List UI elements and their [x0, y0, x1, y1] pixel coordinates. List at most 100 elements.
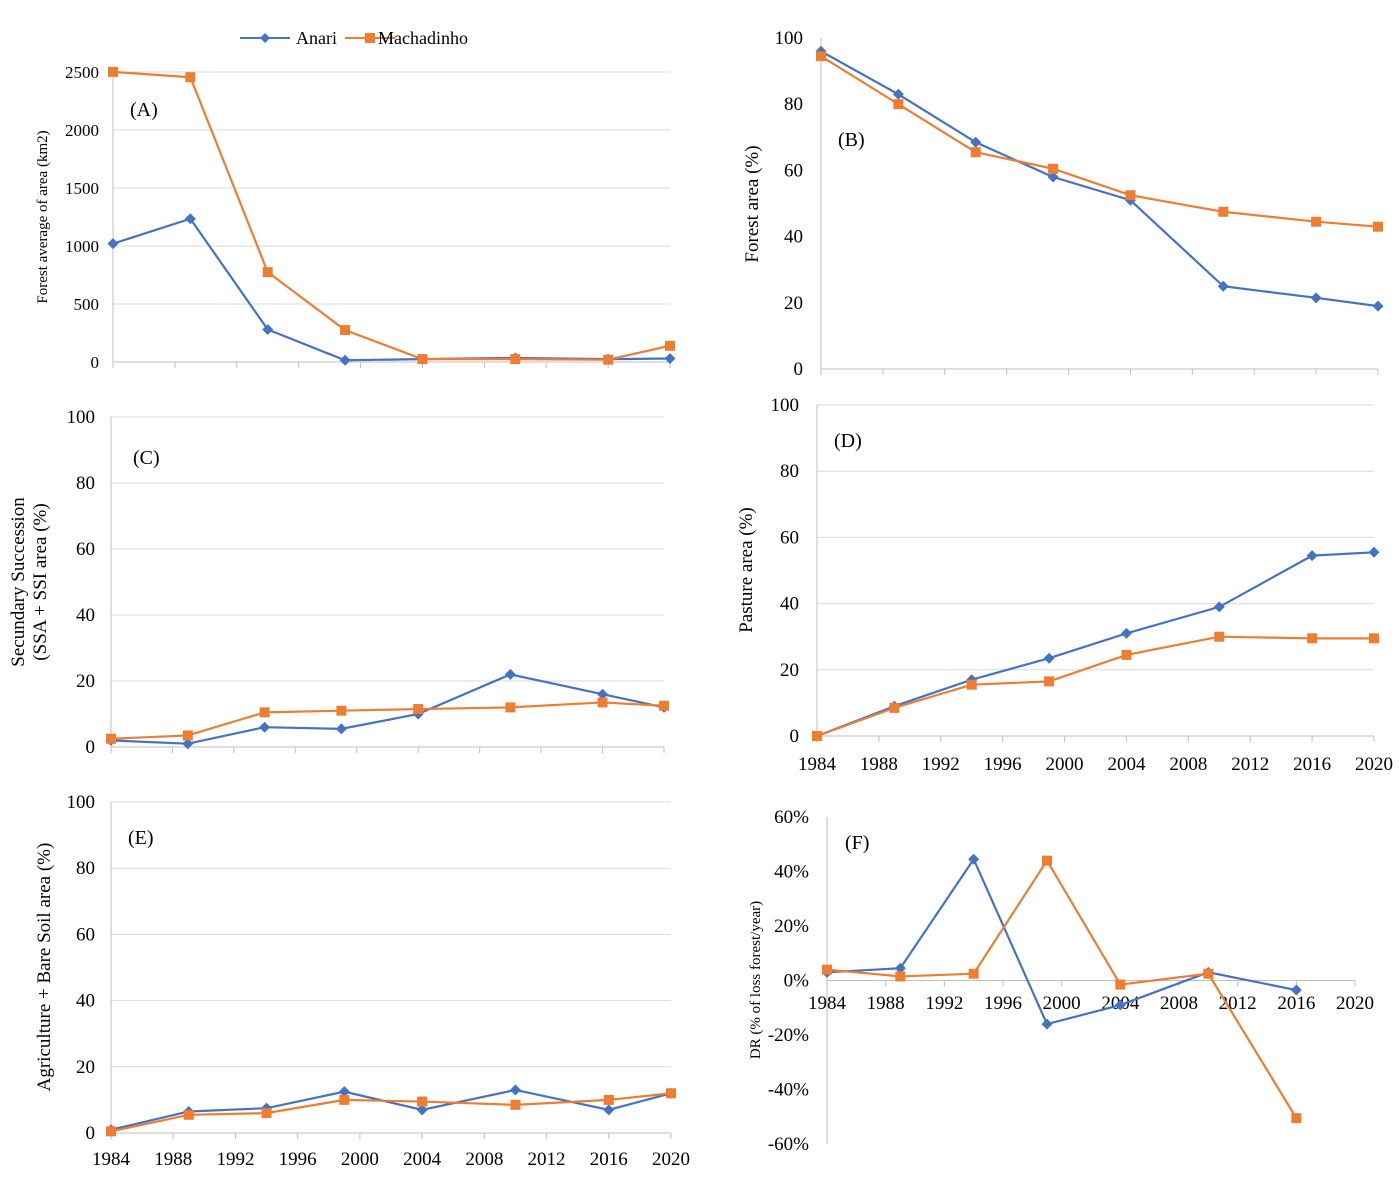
panel-f-y-tick-label: 0%	[784, 971, 810, 992]
panel-c-y-tick-label: 80	[76, 473, 95, 494]
panel-b-anari-point	[1372, 300, 1384, 312]
panel-d-machadinho-point	[1369, 633, 1379, 644]
panel-e-machadinho-point	[603, 1094, 614, 1105]
panel-a-anari-point	[262, 324, 274, 336]
panel-e-x-tick-label: 1992	[216, 1149, 254, 1170]
panel-a-y-tick-label: 2500	[65, 63, 99, 82]
panel-f-machadinho-point	[822, 964, 832, 975]
legend: Anari Machadinho	[240, 28, 468, 48]
panel-f-anari-point	[1290, 984, 1302, 996]
panel-d-label: (D)	[834, 430, 862, 452]
panel-c-y-tick-label: 0	[86, 737, 96, 758]
panel-e-anari-point	[509, 1084, 521, 1096]
panel-e-x-tick-label: 1984	[92, 1149, 131, 1170]
panel-d-y-axis-title: Pasture area (%)	[736, 507, 757, 633]
panel-f-x-tick-label: 2000	[1043, 993, 1081, 1014]
panel-d-x-tick-label: 2000	[1046, 754, 1084, 775]
panel-f-machadinho-line	[826, 858, 1298, 1119]
panel-f-x-tick-label: 2016	[1277, 993, 1315, 1014]
panel-d-x-tick-label: 1996	[984, 754, 1022, 775]
panel-c-anari-point	[335, 723, 347, 735]
panel-f-label: (F)	[845, 832, 869, 854]
panel-f-x-tick-label: 1992	[925, 993, 963, 1014]
panel-a-y-tick-label: 1500	[65, 179, 99, 198]
panel-b-anari-point	[970, 136, 982, 148]
panel-c-machadinho-point	[505, 702, 516, 713]
panel-e-machadinho-point	[339, 1094, 350, 1105]
panel-b: 0 20 40 60 80 100 (B) Forest area (%)	[742, 28, 1384, 380]
panel-e-x-tick-label: 2012	[528, 1149, 566, 1170]
panel-f-machadinho-point	[968, 968, 979, 979]
panel-a-label: (A)	[130, 99, 158, 121]
panel-d-machadinho-point	[1121, 649, 1132, 660]
panel-a-y-tick-label: 2000	[65, 121, 99, 140]
panel-b-y-tick-label: 20	[784, 293, 803, 314]
panel-e-y-tick-label: 60	[76, 924, 95, 945]
panel-a: 0 500 1000 1500 2000 2500 (A) Forest average of…	[35, 63, 676, 372]
panel-f-y-axis-title: DR (% of loss forest/year)	[748, 901, 764, 1059]
panel-a-machadinho-point	[665, 340, 675, 351]
panel-d-anari-point	[1213, 601, 1225, 613]
panel-f-machadinho-point	[1042, 855, 1052, 866]
panel-d-x-tick-label: 1992	[922, 754, 960, 775]
panel-f-anari-point	[1114, 999, 1126, 1011]
panel-b-y-tick-label: 40	[784, 227, 803, 248]
panel-c-y-tick-label: 20	[76, 671, 95, 692]
panel-e-y-tick-label: 100	[67, 792, 96, 813]
panel-c-anari-point	[597, 688, 609, 700]
panel-d-x-tick-label: 2016	[1293, 754, 1331, 775]
legend-anari-marker	[260, 33, 270, 43]
panel-b-anari-line	[820, 50, 1379, 308]
panel-b-anari-point	[892, 88, 904, 100]
panel-e-machadinho-point	[261, 1108, 272, 1119]
panel-d-y-tick-label: 80	[780, 461, 799, 482]
panel-c-y-tick-label: 60	[76, 539, 95, 560]
panel-f-y-tick-label: 60%	[774, 807, 809, 828]
panel-e-x-tick-label: 2000	[341, 1149, 379, 1170]
panel-e-y-tick-label: 80	[76, 858, 95, 879]
panel-c-anari-point	[259, 721, 271, 733]
panel-e-y-tick-label: 20	[76, 1057, 95, 1078]
panel-d-anari-point	[1120, 627, 1132, 639]
panel-b-machadinho-point	[1218, 206, 1229, 217]
panel-b-y-axis-title: Forest area (%)	[742, 145, 763, 262]
panel-a-anari-line	[112, 217, 671, 362]
panel-e-x-tick-label: 2020	[652, 1149, 690, 1170]
panel-e-y-tick-label: 0	[86, 1123, 96, 1144]
panel-d-x-tick-label: 2004	[1107, 754, 1146, 775]
panel-b-label: (B)	[838, 129, 865, 151]
panel-a-machadinho-point	[417, 354, 428, 365]
panel-c-machadinho-point	[413, 704, 424, 715]
panel-d-machadinho-point	[889, 702, 900, 713]
panel-d-anari-point	[1043, 652, 1055, 664]
panel-b-y-tick-label: 0	[794, 359, 804, 380]
panel-f-machadinho-point	[1203, 968, 1214, 979]
panel-e-machadinho-point	[510, 1099, 521, 1110]
panel-f-y-tick-label: -60%	[768, 1134, 809, 1155]
panel-c-machadinho-point	[106, 733, 116, 744]
panel-f-anari-point	[1041, 1018, 1053, 1030]
panel-a-machadinho-line	[112, 70, 671, 361]
panel-b-anari-point	[1047, 171, 1059, 183]
panel-b-machadinho-point	[970, 147, 981, 158]
panel-d-machadinho-line	[816, 635, 1374, 738]
panel-d-machadinho-point	[812, 731, 822, 741]
panel-f-machadinho-point	[1291, 1113, 1302, 1124]
panel-a-machadinho-point	[185, 72, 196, 83]
panel-d-anari-point	[1306, 550, 1318, 562]
panel-d-x-tick-label: 1984	[798, 754, 837, 775]
panel-c-y-tick-label: 100	[67, 407, 96, 428]
panel-f-anari-point	[894, 962, 906, 974]
legend-machadinho-label: Machadinho	[378, 28, 468, 48]
panel-b-machadinho-point	[816, 51, 826, 62]
panel-c-machadinho-point	[336, 705, 347, 716]
panel-a-machadinho-point	[108, 66, 118, 77]
panel-a-y-axis-title: Forest average of area (km2)	[35, 130, 51, 303]
panel-c-anari-point	[182, 738, 194, 750]
panel-d-anari-line	[816, 551, 1375, 738]
panel-f-machadinho-point	[895, 971, 906, 982]
panel-f-y-tick-label: 20%	[774, 916, 809, 937]
panel-b-y-tick-label: 80	[784, 94, 803, 115]
panel-a-anari-point	[664, 353, 676, 365]
